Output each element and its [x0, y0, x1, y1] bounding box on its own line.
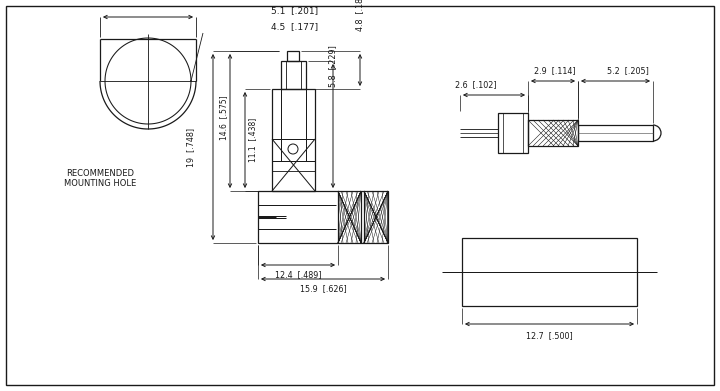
- Bar: [462, 238, 637, 306]
- Text: 19  [.748]: 19 [.748]: [186, 127, 196, 167]
- Text: 14.6  [.575]: 14.6 [.575]: [220, 96, 228, 140]
- Text: 2.6  [.102]: 2.6 [.102]: [455, 81, 497, 90]
- Bar: [281, 61, 306, 89]
- Bar: [498, 113, 528, 153]
- Text: 2.9  [.114]: 2.9 [.114]: [534, 66, 576, 75]
- Text: 5.8  [.229]: 5.8 [.229]: [328, 45, 338, 87]
- Bar: [578, 125, 653, 141]
- Text: 12.4  [.489]: 12.4 [.489]: [275, 271, 321, 280]
- Circle shape: [288, 144, 298, 154]
- Text: 12.7  [.500]: 12.7 [.500]: [526, 332, 572, 341]
- Bar: [272, 89, 315, 191]
- Text: RECOMMENDED
MOUNTING HOLE: RECOMMENDED MOUNTING HOLE: [64, 169, 136, 188]
- Text: 5.1  [.201]: 5.1 [.201]: [271, 7, 318, 16]
- Text: 15.9  [.626]: 15.9 [.626]: [300, 285, 346, 294]
- Bar: [287, 51, 299, 61]
- Text: 5.2  [.205]: 5.2 [.205]: [606, 66, 649, 75]
- Text: 4.5  [.177]: 4.5 [.177]: [271, 23, 318, 32]
- Bar: [258, 191, 388, 243]
- Text: 11.1  [.438]: 11.1 [.438]: [248, 118, 258, 162]
- Bar: [528, 120, 578, 146]
- Text: 4.8  [.189]: 4.8 [.189]: [356, 0, 364, 31]
